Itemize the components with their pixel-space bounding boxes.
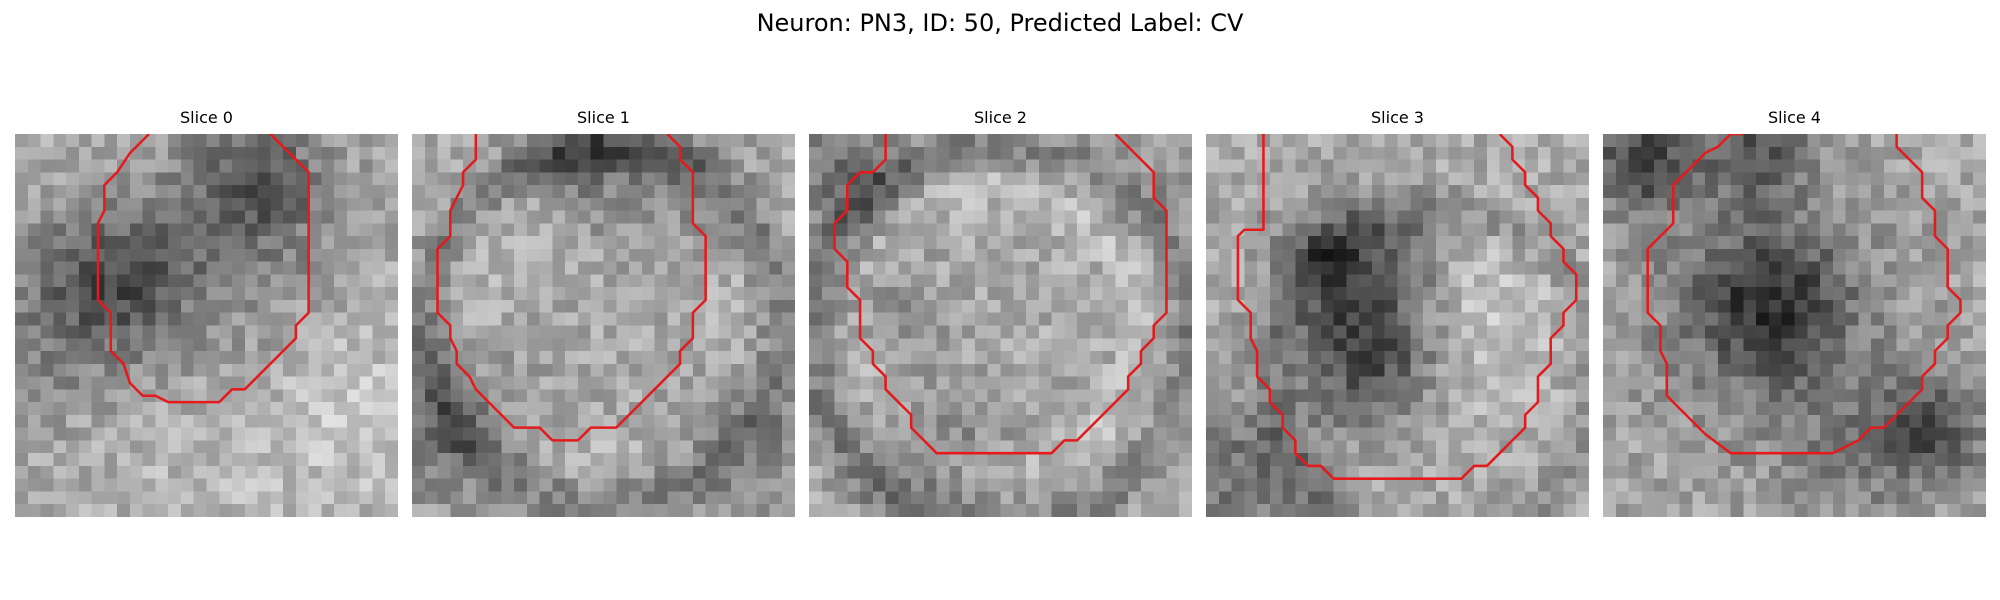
neuron-contour-4 [1646, 134, 1962, 455]
slice-panel-3: Slice 3 [1206, 108, 1589, 517]
slice-title-3: Slice 3 [1371, 108, 1424, 127]
slice-image-4 [1603, 134, 1986, 517]
slice-panel-2: Slice 2 [809, 108, 1192, 517]
slice-title-0: Slice 0 [180, 108, 233, 127]
slice-panel-4: Slice 4 [1603, 108, 1986, 517]
slice-image-0 [15, 134, 398, 517]
slice-image-2 [809, 134, 1192, 517]
neuron-contour-1 [436, 134, 707, 442]
figure-title: Neuron: PN3, ID: 50, Predicted Label: CV [756, 9, 1244, 37]
slice-title-2: Slice 2 [974, 108, 1027, 127]
neuron-contour-2 [833, 134, 1168, 455]
slice-panel-1: Slice 1 [412, 108, 795, 517]
slice-image-3 [1206, 134, 1589, 517]
slice-image-1 [412, 134, 795, 517]
neuron-contour-0 [96, 134, 310, 404]
slice-title-4: Slice 4 [1768, 108, 1821, 127]
neuron-contour-3 [1236, 134, 1578, 480]
slice-title-1: Slice 1 [577, 108, 630, 127]
slice-panel-0: Slice 0 [15, 108, 398, 517]
